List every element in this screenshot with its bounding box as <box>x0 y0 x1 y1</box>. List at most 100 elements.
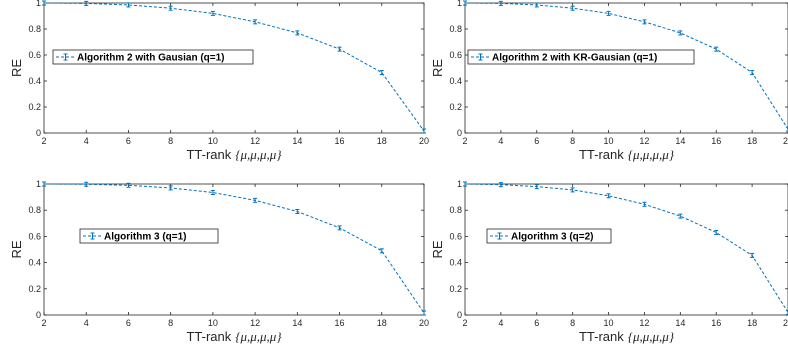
error-bar <box>678 30 683 36</box>
x-axis-label: TT-rank {μ,μ,μ,μ} <box>579 329 675 344</box>
error-bar <box>750 252 755 258</box>
y-tick-label: 0 <box>457 310 462 320</box>
y-tick-label: 0.4 <box>449 76 462 86</box>
legend-box <box>486 228 612 244</box>
chart-panel-3: 2 4 6 8 10 12 14 16 18 20 0 0.2 0.4 0.6 0.8 1 RE TT-rank {… <box>9 179 429 344</box>
error-bar <box>422 310 426 316</box>
x-axis-label-text: TT-rank <box>186 329 231 344</box>
chart-panel-1: 2 4 6 8 10 12 14 16 18 20 0 0.2 0.4 0.6 0.8 1 RE TT-rank {… <box>9 0 429 162</box>
series-line <box>43 2 425 132</box>
x-axis-label-text: TT-rank <box>579 329 624 344</box>
y-tick-label: 0 <box>457 128 462 138</box>
x-tick-label: 6 <box>126 318 131 328</box>
error-bar <box>210 10 215 16</box>
x-axis-label-text: TT-rank <box>186 147 231 162</box>
x-tick-label: 6 <box>534 318 539 328</box>
x-tick-label: 16 <box>335 136 345 146</box>
plot-area <box>43 183 425 316</box>
error-bar <box>379 70 384 76</box>
y-axis-label: RE <box>430 240 445 258</box>
legend-box <box>79 228 219 244</box>
error-bar <box>498 0 503 6</box>
error-bar <box>295 209 300 215</box>
legend-label: Algorithm 2 with Gausian (q=1) <box>77 53 225 64</box>
x-tick-label: 18 <box>747 136 757 146</box>
error-bar <box>714 229 719 235</box>
y-tick-label: 1 <box>457 179 462 189</box>
y-tick-label: 0.8 <box>28 205 41 215</box>
error-bar <box>463 181 467 187</box>
x-tick-label: 8 <box>168 136 173 146</box>
error-bar <box>337 46 342 52</box>
legend: Algorithm 3 (q=1) <box>79 228 219 244</box>
error-bar <box>84 0 89 6</box>
y-tick-label: 0.6 <box>449 50 462 60</box>
y-tick-label: 0.2 <box>28 102 41 112</box>
x-axis-label-math: {μ,μ,μ,μ} <box>628 147 675 162</box>
y-tick-label: 0.6 <box>28 231 41 241</box>
plot-area <box>464 183 788 316</box>
x-tick-label: 10 <box>604 318 614 328</box>
x-tick-label: 18 <box>747 318 757 328</box>
error-bar <box>253 197 258 203</box>
legend-label: Algorithm 2 with KR-Gausian (q=1) <box>492 53 657 64</box>
x-tick-label: 6 <box>126 136 131 146</box>
error-bar <box>463 0 467 6</box>
x-tick-label: 6 <box>534 136 539 146</box>
error-bar <box>253 19 258 25</box>
x-axis-label-math: {μ,μ,μ,μ} <box>628 329 675 344</box>
error-bar <box>606 10 611 16</box>
x-axis-label-math: {μ,μ,μ,μ} <box>235 147 282 162</box>
x-tick-label: 10 <box>208 136 218 146</box>
error-bar <box>210 190 215 196</box>
y-axis-label: RE <box>430 59 445 77</box>
x-tick-label: 2 <box>41 318 46 328</box>
error-bar <box>678 213 683 219</box>
x-tick-label: 14 <box>675 318 685 328</box>
x-tick-label: 4 <box>498 318 503 328</box>
legend-box <box>467 49 695 65</box>
error-bar <box>337 225 342 231</box>
x-tick-label: 2 <box>41 136 46 146</box>
x-tick-label: 14 <box>675 136 685 146</box>
error-bar <box>642 19 647 25</box>
legend: Algorithm 2 with KR-Gausian (q=1) <box>467 49 695 65</box>
series-line <box>43 183 425 314</box>
x-tick-label: 12 <box>250 318 260 328</box>
y-tick-label: 0.2 <box>449 284 462 294</box>
x-tick-label: 10 <box>208 318 218 328</box>
series-line <box>464 2 788 130</box>
x-tick-label: 8 <box>570 136 575 146</box>
x-tick-label: 4 <box>498 136 503 146</box>
x-tick-label: 2 <box>783 136 788 146</box>
x-axis-label-math: {μ,μ,μ,μ} <box>235 329 282 344</box>
y-tick-label: 0.2 <box>28 284 41 294</box>
x-axis-label-text: TT-rank <box>579 147 624 162</box>
error-bar <box>534 184 539 190</box>
x-tick-label: 12 <box>639 318 649 328</box>
y-tick-label: 0.4 <box>28 258 41 268</box>
x-tick-label: 2 <box>783 318 788 328</box>
x-tick-label: 10 <box>604 136 614 146</box>
x-axis-label: TT-rank {μ,μ,μ,μ} <box>579 147 675 162</box>
error-bar <box>786 126 788 132</box>
y-tick-label: 0.8 <box>449 24 462 34</box>
x-tick-label: 20 <box>419 136 429 146</box>
error-bar <box>570 5 575 11</box>
y-tick-label: 0.6 <box>449 231 462 241</box>
y-tick-label: 0.8 <box>28 24 41 34</box>
error-bar <box>498 182 503 188</box>
y-tick-label: 1 <box>36 179 41 189</box>
x-tick-label: 2 <box>462 136 467 146</box>
error-bar <box>126 2 131 8</box>
x-tick-label: 4 <box>84 318 89 328</box>
legend: Algorithm 3 (q=2) <box>486 228 612 244</box>
x-tick-label: 8 <box>168 318 173 328</box>
error-bar <box>295 30 300 36</box>
y-tick-label: 0.2 <box>449 102 462 112</box>
error-bar <box>750 70 755 76</box>
y-tick-label: 0.4 <box>28 76 41 86</box>
x-tick-label: 18 <box>377 136 387 146</box>
